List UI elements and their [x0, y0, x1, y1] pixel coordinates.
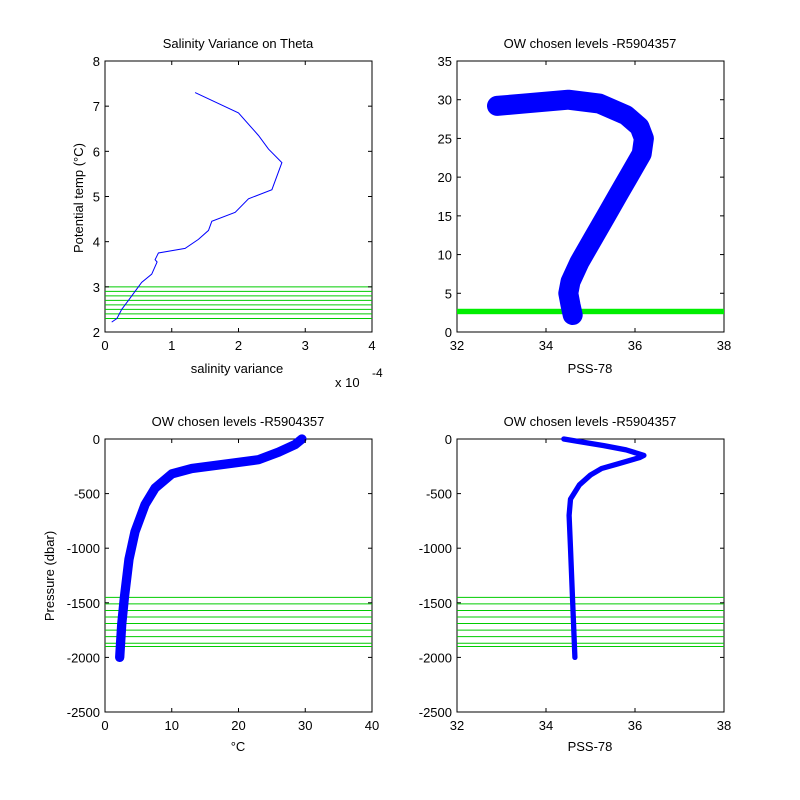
y-tick-label: -2000	[67, 650, 100, 665]
x-tick-label: 34	[539, 718, 553, 733]
y-tick-label: 8	[93, 54, 100, 69]
x-axis-label: °C	[231, 739, 246, 754]
y-tick-label: 5	[93, 190, 100, 205]
profile-line	[119, 438, 303, 658]
x-axis-label: salinity variance	[191, 361, 284, 376]
y-tick-label: 25	[438, 131, 452, 146]
y-axis-label: Potential temp (°C)	[71, 143, 86, 253]
x-tick-label: 4	[368, 338, 375, 353]
x-tick-label: 0	[101, 338, 108, 353]
plot-marks: 32 34 36 38 0 5 10 15 20 25 30 35	[438, 54, 732, 353]
y-tick-label: 35	[438, 54, 452, 69]
y-tick-label: 0	[93, 432, 100, 447]
y-tick-label: -2500	[419, 705, 452, 720]
x-tick-label: 32	[450, 718, 464, 733]
x-tick-label: 34	[539, 338, 553, 353]
plot-title: OW chosen levels -R5904357	[504, 36, 677, 51]
x-tick-label: 20	[231, 718, 245, 733]
plot-title: Salinity Variance on Theta	[163, 36, 314, 51]
axes-frame	[104, 438, 373, 713]
plot-ow-chosen-levels-pressure-temperature: OW chosen levels -R5904357 °C Pressure (…	[42, 414, 379, 754]
x-axis-label: PSS-78	[568, 361, 613, 376]
y-tick-label: -1500	[419, 596, 452, 611]
y-tick-label: 20	[438, 170, 452, 185]
y-tick-label: 10	[438, 248, 452, 263]
plot-marks: 0 1 2 3 4 2 3 4 5 6 7 8	[93, 54, 376, 353]
plot-ow-chosen-levels-theta-salinity: OW chosen levels -R5904357 PSS-78 32 34 36…	[438, 36, 732, 376]
x-tick-label: 3	[302, 338, 309, 353]
x-tick-label: 30	[298, 718, 312, 733]
x-tick-label: 40	[365, 718, 379, 733]
y-tick-label: 15	[438, 209, 452, 224]
y-tick-label: 0	[445, 325, 452, 340]
x-tick-label: 38	[717, 718, 731, 733]
y-tick-label: -1500	[67, 596, 100, 611]
plot-title: OW chosen levels -R5904357	[152, 414, 325, 429]
y-tick-label: 4	[93, 235, 100, 250]
y-tick-label: 0	[445, 432, 452, 447]
profile-line	[563, 438, 646, 658]
y-tick-label: -2000	[419, 650, 452, 665]
x-tick-label: 2	[235, 338, 242, 353]
chosen-level-band	[457, 308, 724, 315]
plot-marks: 0 10 20 30 40 -2500 -2000 -1500 -1000 -500 0	[67, 432, 379, 733]
y-tick-label: 7	[93, 99, 100, 114]
y-axis-label: Pressure (dbar)	[42, 531, 57, 621]
y-tick-label: 2	[93, 325, 100, 340]
x-exponent: -4	[372, 366, 383, 380]
y-tick-label: -2500	[67, 705, 100, 720]
x-tick-label: 36	[628, 338, 642, 353]
y-tick-label: -500	[74, 487, 100, 502]
profile-line	[496, 99, 645, 316]
x-exponent-label: x 10	[335, 375, 360, 390]
y-tick-label: 5	[445, 286, 452, 301]
plot-marks: 32 34 36 38 -2500 -2000 -1500 -1000 -500 0	[419, 432, 731, 733]
y-tick-label: 6	[93, 144, 100, 159]
y-tick-label: 30	[438, 93, 452, 108]
x-axis-label: PSS-78	[568, 739, 613, 754]
y-tick-label: 3	[93, 280, 100, 295]
plot-title: OW chosen levels -R5904357	[504, 414, 677, 429]
axes-frame	[456, 438, 725, 713]
y-tick-label: -1000	[419, 541, 452, 556]
x-tick-label: 0	[101, 718, 108, 733]
plot-salinity-variance-on-theta: Salinity Variance on Theta salinity vari…	[71, 36, 383, 390]
y-tick-label: -1000	[67, 541, 100, 556]
x-tick-label: 32	[450, 338, 464, 353]
plot-ow-chosen-levels-pressure-salinity: OW chosen levels -R5904357 PSS-78 32 34 36…	[419, 414, 731, 754]
x-tick-label: 38	[717, 338, 731, 353]
x-tick-label: 10	[165, 718, 179, 733]
profile-line	[111, 92, 283, 323]
x-tick-label: 1	[168, 338, 175, 353]
x-tick-label: 36	[628, 718, 642, 733]
y-tick-label: -500	[426, 487, 452, 502]
